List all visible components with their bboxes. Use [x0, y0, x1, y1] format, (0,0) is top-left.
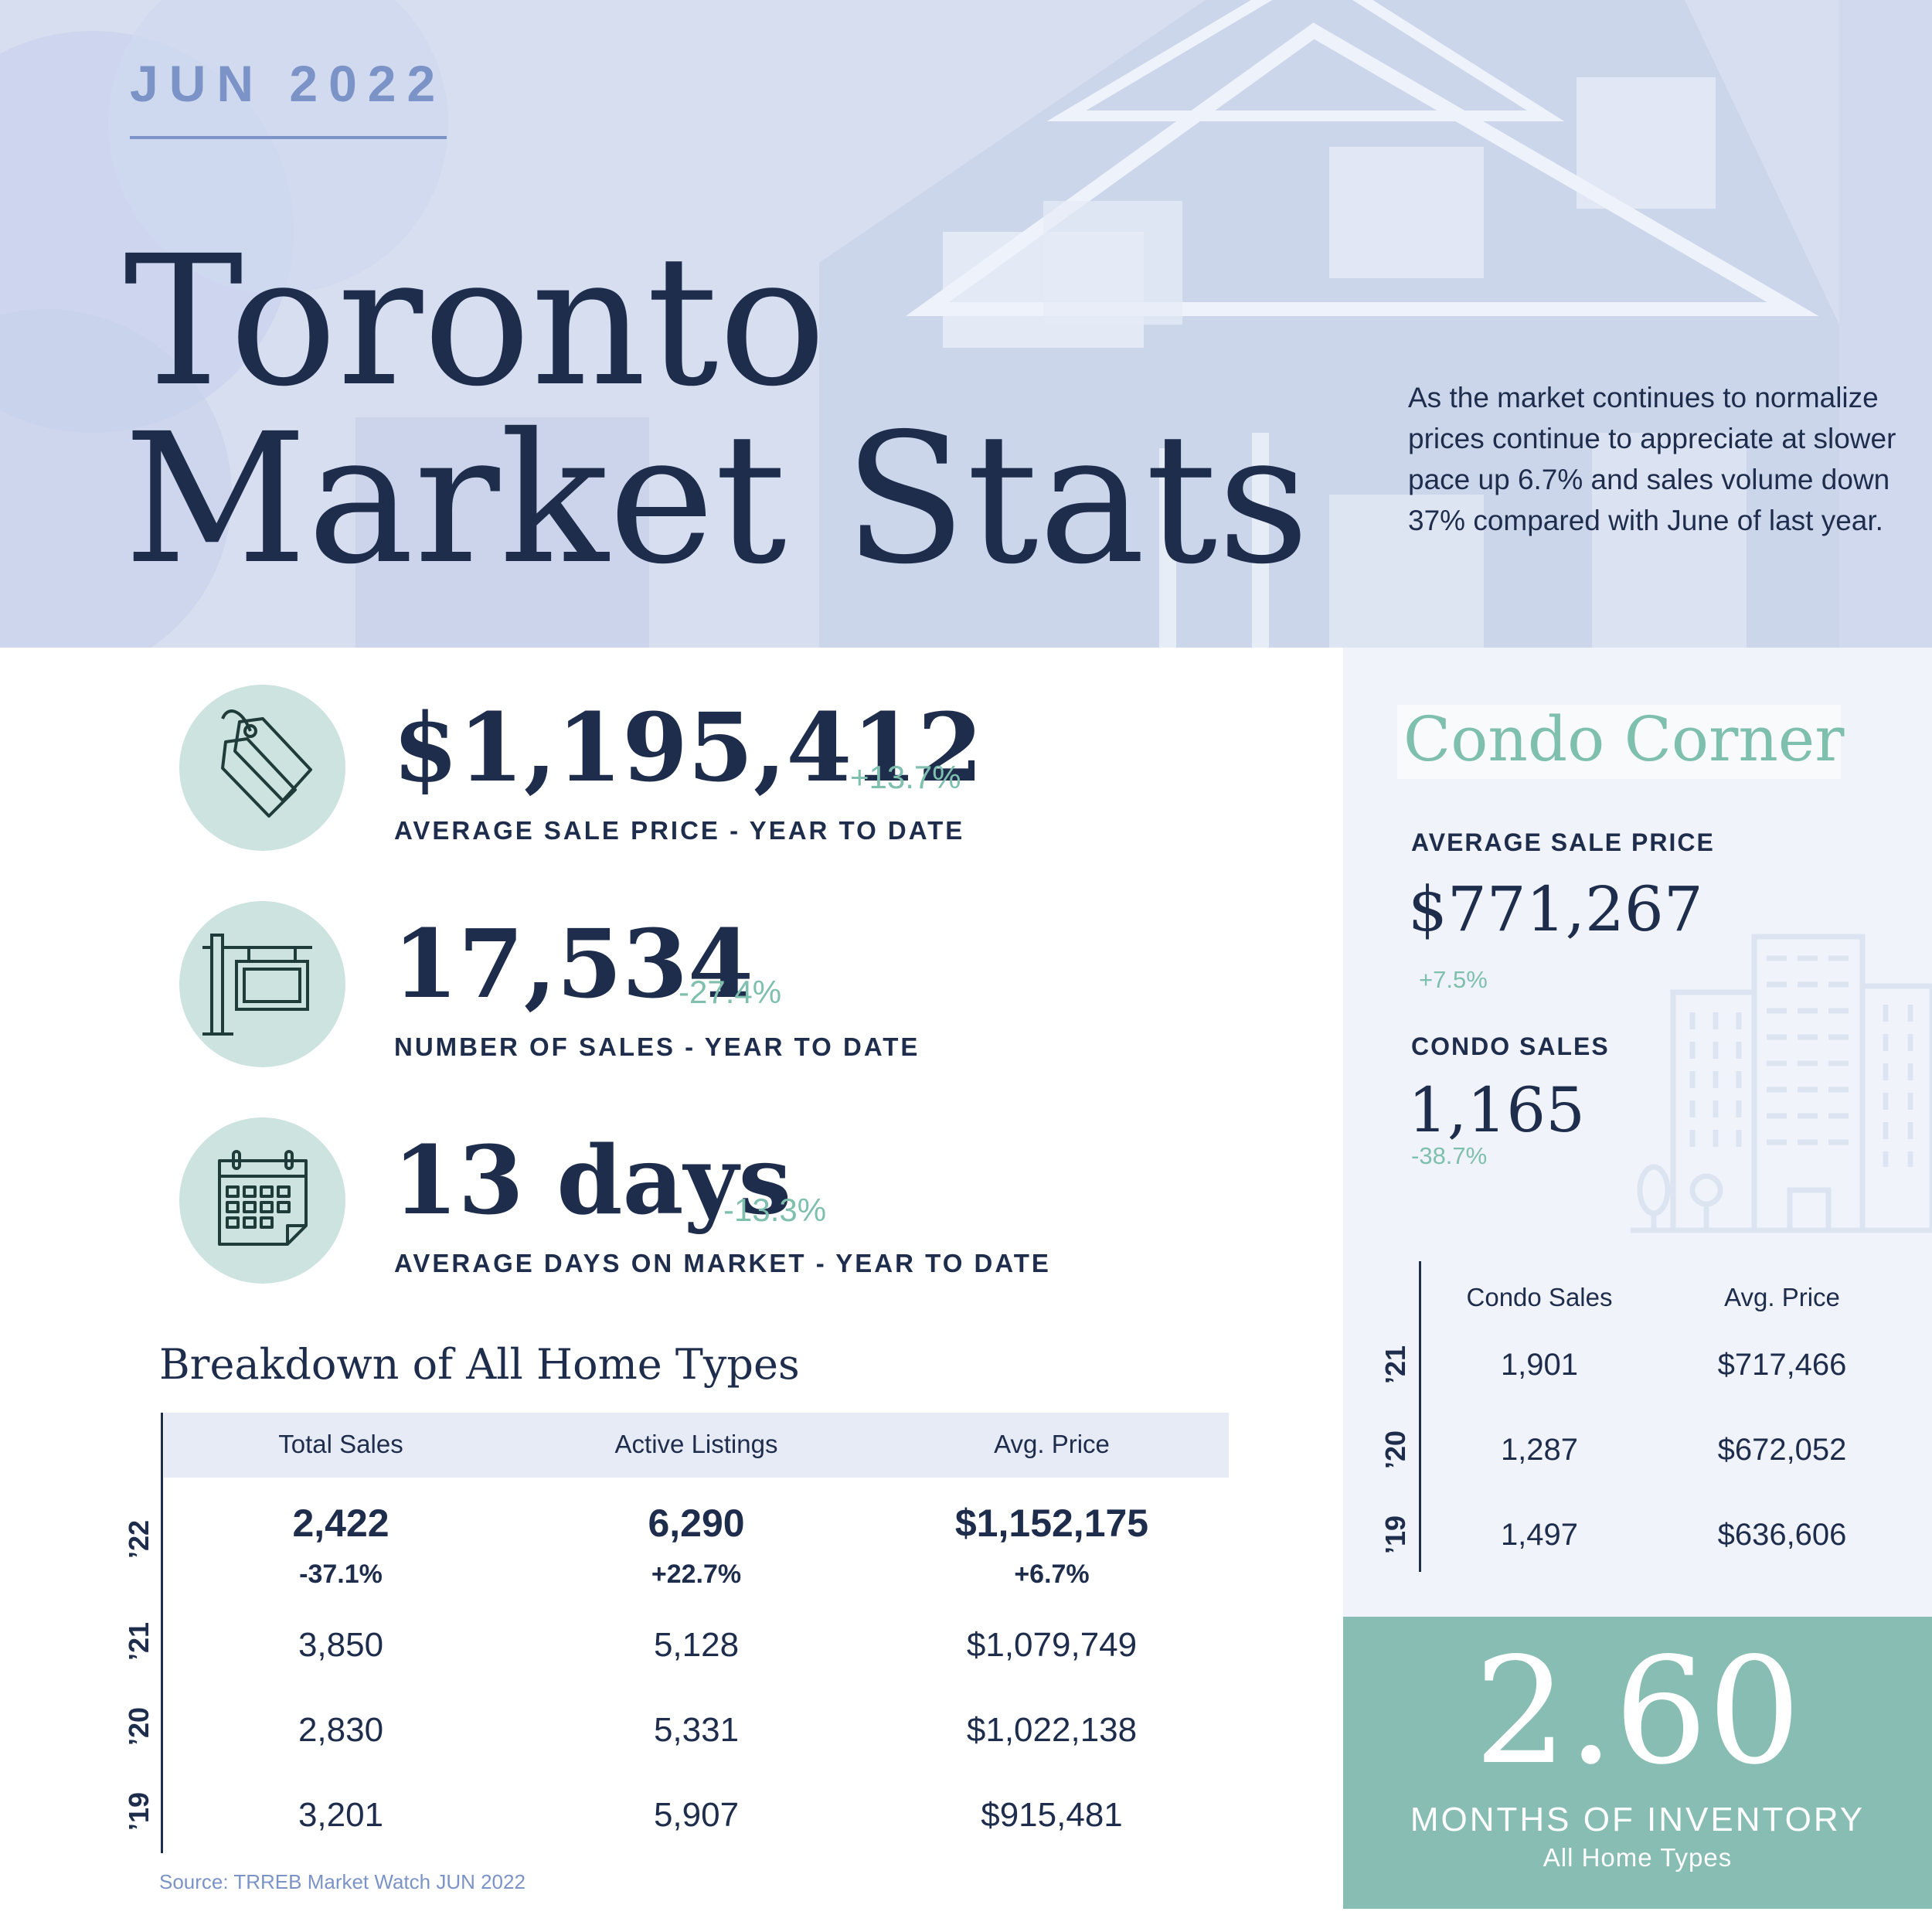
- table-cell: $672,052: [1717, 1433, 1847, 1467]
- column-header-avg-price: Avg. Price: [994, 1430, 1110, 1458]
- condo-sales-change: -38.7%: [1411, 1142, 1488, 1169]
- sale-sign-icon-circle: [179, 901, 345, 1067]
- table-cell: 3,201: [298, 1796, 384, 1834]
- table-cell: 5,331: [653, 1711, 740, 1749]
- months-of-inventory-sublabel: All Home Types: [1543, 1843, 1733, 1872]
- source-note: Source: TRREB Market Watch JUN 2022: [159, 1870, 526, 1893]
- condo-corner-panel: [1343, 648, 1932, 1617]
- year-label-2021: ’21: [123, 1621, 155, 1662]
- condo-year-label-2021: ’21: [1379, 1345, 1411, 1385]
- calendar-icon-circle: [179, 1117, 345, 1284]
- months-of-inventory-value: 2.60: [1474, 1626, 1801, 1797]
- table-cell: $717,466: [1717, 1348, 1847, 1382]
- house-photo-background: [0, 0, 1932, 648]
- table-cell: 1,497: [1500, 1518, 1579, 1552]
- table-cell: $1,022,138: [966, 1711, 1138, 1749]
- stat-change: -13.3%: [723, 1192, 827, 1228]
- stat-label: AVERAGE DAYS ON MARKET - YEAR TO DATE: [394, 1249, 1051, 1277]
- table-cell: $1,152,175: [954, 1502, 1149, 1545]
- condo-avg-price-value: $771,267: [1408, 873, 1703, 945]
- breakdown-year-axis: [161, 1413, 163, 1853]
- column-header-condo-sales: Condo Sales: [1466, 1283, 1613, 1311]
- table-cell: 5,128: [653, 1626, 740, 1664]
- breakdown-title: Breakdown of All Home Types: [159, 1340, 800, 1389]
- inventory-box: [1343, 1617, 1932, 1909]
- condo-avg-price-label: AVERAGE SALE PRICE: [1411, 828, 1715, 856]
- stat-number-of-sales: 17,534 -27.4% NUMBER OF SALES - YEAR TO …: [179, 901, 1300, 1071]
- table-cell-change: +6.7%: [1014, 1560, 1090, 1589]
- sale-sign-icon: [202, 934, 312, 1036]
- condo-corner-title: Condo Corner: [1403, 703, 1845, 775]
- stat-change: +13.7%: [850, 759, 961, 795]
- table-cell: 5,907: [653, 1796, 740, 1834]
- price-tag-icon: [221, 709, 312, 818]
- table-cell: 2,830: [298, 1711, 384, 1749]
- table-cell-change: -37.1%: [299, 1560, 383, 1589]
- table-cell: $915,481: [981, 1796, 1123, 1834]
- price-tag-icon-circle: [179, 685, 345, 851]
- table-cell: 2,422: [292, 1502, 389, 1545]
- stat-days-on-market: 13 days -13.3% AVERAGE DAYS ON MARKET - …: [179, 1117, 1300, 1287]
- year-label-2022: ’22: [123, 1519, 155, 1560]
- stat-label: AVERAGE SALE PRICE - YEAR TO DATE: [394, 816, 965, 845]
- table-cell: $1,079,749: [966, 1626, 1138, 1664]
- condo-year-label-2019: ’19: [1379, 1515, 1411, 1555]
- stat-value: 17,534: [393, 908, 753, 1019]
- table-cell-change: +22.7%: [651, 1560, 742, 1589]
- table-cell: 1,287: [1500, 1433, 1579, 1467]
- table-cell: 1,901: [1500, 1348, 1579, 1382]
- stat-value: 13 days: [393, 1124, 792, 1236]
- page-title-line-1: Toronto: [124, 217, 827, 426]
- year-label-2019: ’19: [123, 1791, 155, 1832]
- column-header-condo-avg-price: Avg. Price: [1724, 1283, 1840, 1311]
- year-label-2020: ’20: [123, 1706, 155, 1747]
- report-date: JUN 2022: [130, 55, 447, 112]
- condo-sales-label: CONDO SALES: [1411, 1032, 1610, 1060]
- stat-value: $1,195,412: [393, 692, 984, 803]
- months-of-inventory-label: MONTHS OF INVENTORY: [1410, 1801, 1866, 1838]
- page-title-line-2: Market Stats: [124, 395, 1310, 604]
- condo-buildings-icon: [1631, 934, 1932, 1233]
- breakdown-header-row: [164, 1413, 1229, 1478]
- table-cell: 6,290: [648, 1502, 745, 1545]
- column-header-total-sales: Total Sales: [278, 1430, 403, 1458]
- stat-label: NUMBER OF SALES - YEAR TO DATE: [394, 1032, 920, 1061]
- stat-average-sale-price: $1,195,412 +13.7% AVERAGE SALE PRICE - Y…: [179, 685, 1300, 855]
- stat-change: -27.4%: [679, 974, 782, 1010]
- intro-paragraph: As the market continues to normalize pri…: [1408, 382, 1896, 536]
- condo-title-highlight: [1397, 705, 1841, 779]
- condo-sales-value: 1,165: [1408, 1074, 1586, 1146]
- table-cell: $636,606: [1717, 1518, 1847, 1552]
- condo-year-axis: [1419, 1261, 1421, 1572]
- hero-banner: JUN 2022 Toronto Market Stats As the mar…: [0, 0, 1932, 648]
- condo-avg-price-change: +7.5%: [1419, 966, 1488, 993]
- column-header-active-listings: Active Listings: [614, 1430, 778, 1458]
- condo-year-label-2020: ’20: [1379, 1430, 1411, 1470]
- table-cell: 3,850: [298, 1626, 384, 1664]
- date-underline: [130, 136, 447, 139]
- calendar-icon: [218, 1150, 308, 1246]
